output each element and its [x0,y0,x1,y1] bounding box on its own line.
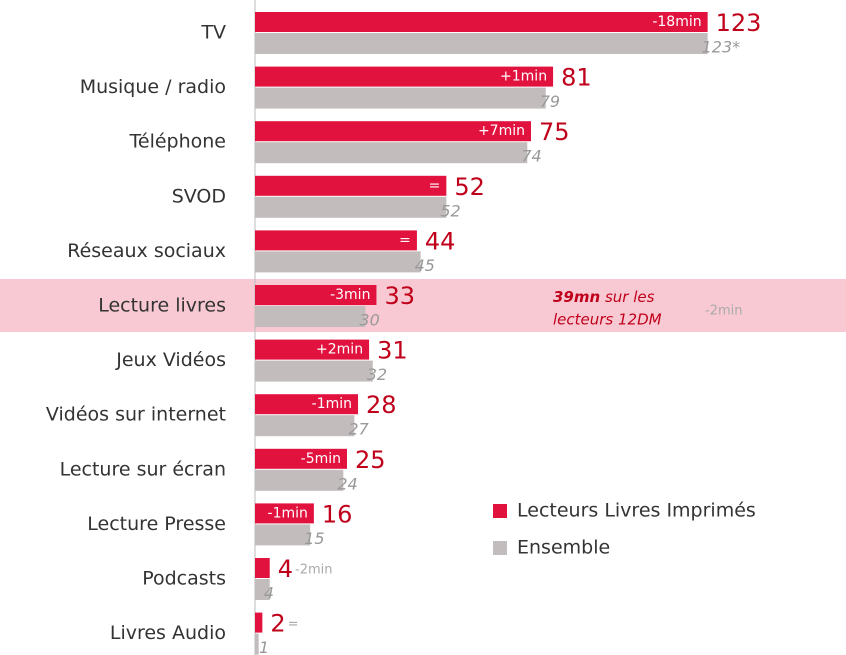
legend-swatch [493,504,507,518]
value-label: 75 [539,118,570,146]
change-label: = [399,232,411,248]
bar [255,251,421,273]
bar [255,230,417,251]
bar [255,339,370,360]
bar [255,448,347,469]
category-label: Jeux Vidéos [115,349,226,371]
value-label: 15 [304,529,324,548]
value-label: 25 [355,446,386,474]
category-label: Livres Audio [110,622,226,644]
change-label: -1min [312,396,352,412]
value-label: 81 [561,64,592,92]
value-label: 33 [384,282,415,310]
category-label: TV [200,22,226,44]
bar [255,66,554,87]
value-label: 28 [366,391,397,419]
value-label: 4 [264,584,274,603]
category-label: Lecture livres [98,295,226,317]
value-label: 32 [367,365,387,384]
bar [255,306,366,327]
bar [255,33,708,54]
category-label: Lecture Presse [87,513,226,535]
value-label: 123* [702,38,741,57]
value-label: 52 [440,201,460,220]
annotation-line2: lecteurs 12DM [553,311,662,329]
bar [255,579,270,600]
bar [255,175,447,196]
change-label: = [429,178,441,194]
value-label: 24 [337,474,357,493]
annotation-text: sur les [605,288,655,306]
highlight-band [0,279,846,332]
change-label: = [288,617,299,632]
category-label: Vidéos sur internet [46,404,226,426]
value-label: 4 [278,555,293,583]
value-label: 31 [377,337,408,365]
value-label: 123 [716,9,762,37]
legend-label: Ensemble [517,537,610,559]
value-label: 1 [259,638,269,655]
value-label: 16 [322,500,353,528]
category-label: SVOD [172,185,226,207]
annotation-bold: 39mn [553,288,600,306]
value-label: 79 [540,92,560,111]
bar [255,394,359,415]
value-label: 74 [521,147,541,166]
category-label: Lecture sur écran [60,458,226,480]
value-label: 52 [454,173,485,201]
change-label: +7min [478,123,525,139]
bar [255,469,344,491]
bar [255,633,259,655]
change-label: +1min [500,69,547,85]
bar [255,612,263,633]
category-label: Podcasts [142,568,226,590]
annotation: 39mn sur les [553,288,655,306]
category-label: Musique / radio [80,76,226,98]
change-label: -18min [652,14,701,30]
bar [255,285,377,305]
legend-label: Lecteurs Livres Imprimés [517,500,756,522]
value-label: 30 [359,311,379,330]
change-label: +2min [316,342,363,358]
bar [255,360,373,382]
value-label: 27 [348,420,369,439]
bar [255,558,270,578]
change-label: -2min [295,563,332,578]
change-label: -3min [330,287,370,303]
legend-swatch [493,541,507,555]
bar [255,142,528,164]
bar [255,503,314,524]
value-label: 45 [415,256,435,275]
value-label: 44 [425,227,456,255]
bar [255,121,531,142]
bar [255,87,546,109]
change-label: -1min [268,505,308,521]
category-label: Réseaux sociaux [67,240,226,262]
change-label: -5min [301,451,341,467]
bar [255,415,355,437]
bar [255,12,708,32]
annotation-change: -2min [705,304,742,319]
value-label: 2 [270,610,285,638]
bar [255,524,311,546]
bar [255,196,447,218]
category-label: Téléphone [129,131,227,153]
